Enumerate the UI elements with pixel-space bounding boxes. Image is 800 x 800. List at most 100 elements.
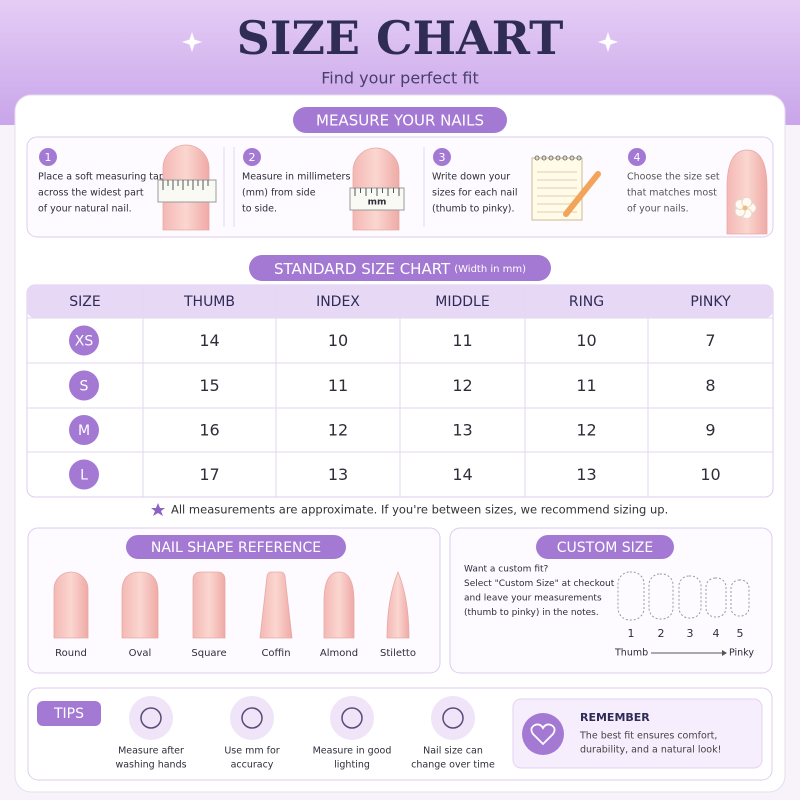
table-cell: 13 bbox=[576, 465, 596, 484]
tip-text: washing hands bbox=[115, 760, 186, 771]
shape-label: Coffin bbox=[261, 648, 290, 659]
remember-title: REMEMBER bbox=[580, 711, 650, 724]
nail-outline bbox=[648, 573, 674, 620]
custom-text: Want a custom fit? bbox=[464, 565, 549, 575]
tip-icon-inner bbox=[140, 707, 162, 729]
step-text: (mm) from side bbox=[242, 188, 316, 199]
tip-icon-inner bbox=[241, 707, 263, 729]
pencil bbox=[563, 171, 601, 217]
size-badge bbox=[69, 325, 99, 356]
tip-icon bbox=[431, 696, 475, 740]
step-number: 3 bbox=[439, 151, 446, 164]
step-text: across the widest part bbox=[38, 188, 144, 199]
sparkle bbox=[598, 32, 618, 52]
nail-shape bbox=[121, 571, 159, 639]
title: SIZE CHART bbox=[237, 11, 564, 65]
table-cell: 11 bbox=[452, 331, 472, 350]
subtitle: Find your perfect fit bbox=[321, 69, 479, 88]
from-label: Thumb bbox=[614, 648, 648, 659]
tip-icon bbox=[129, 696, 173, 740]
remember-box bbox=[512, 698, 763, 769]
table-cell: 14 bbox=[199, 331, 219, 350]
nail-shape bbox=[386, 570, 410, 639]
tip-text: accuracy bbox=[231, 760, 274, 771]
table-title-note: (Width in mm) bbox=[454, 264, 526, 275]
custom-text: Select "Custom Size" at checkout bbox=[464, 579, 615, 589]
note: All measurements are approximate. If you… bbox=[171, 503, 668, 517]
table-cell: 10 bbox=[328, 331, 348, 350]
note-star bbox=[151, 503, 165, 516]
measure-title-pill bbox=[293, 107, 507, 133]
table-cell: 17 bbox=[199, 465, 219, 484]
tape bbox=[157, 179, 217, 203]
table-header: MIDDLE bbox=[435, 294, 489, 310]
step-number: 1 bbox=[45, 151, 52, 164]
tips-pill bbox=[37, 701, 101, 726]
heart-badge bbox=[522, 713, 564, 755]
step-text: of your nails. bbox=[627, 204, 689, 215]
tip-icon bbox=[330, 696, 374, 740]
finger-number: 3 bbox=[687, 627, 694, 640]
table-cell: 11 bbox=[328, 376, 348, 395]
table-cell: 14 bbox=[452, 465, 472, 484]
custom-title: CUSTOM SIZE bbox=[557, 540, 653, 556]
table-cell: 11 bbox=[576, 376, 596, 395]
step-text: Choose the size set bbox=[627, 172, 720, 183]
size-label: L bbox=[80, 468, 88, 484]
step-text: (thumb to pinky). bbox=[432, 204, 515, 215]
shape-label: Square bbox=[191, 648, 226, 659]
table-cell: 16 bbox=[199, 421, 219, 440]
size-badge bbox=[69, 459, 99, 490]
measure-title: MEASURE YOUR NAILS bbox=[316, 112, 484, 130]
shape-label: Stiletto bbox=[380, 648, 416, 659]
finger-number: 1 bbox=[628, 627, 635, 640]
flower-center bbox=[742, 205, 748, 211]
table-cell: 12 bbox=[576, 421, 596, 440]
notepad-ring bbox=[562, 155, 568, 161]
nail-shape bbox=[53, 571, 89, 639]
step-text: Place a soft measuring tape bbox=[38, 172, 171, 183]
table-cell: 8 bbox=[705, 376, 715, 395]
notepad-ring bbox=[534, 155, 540, 161]
shapes-title: NAIL SHAPE REFERENCE bbox=[151, 540, 321, 556]
nail-illustration bbox=[726, 149, 768, 235]
table-cell: 13 bbox=[328, 465, 348, 484]
tip-text: Nail size can bbox=[423, 746, 483, 757]
nail-outline bbox=[678, 575, 702, 619]
table-cell: 10 bbox=[700, 465, 720, 484]
step-badge bbox=[243, 148, 261, 166]
table-cell: 12 bbox=[452, 376, 472, 395]
size-badge bbox=[69, 415, 99, 445]
nail-outline bbox=[617, 571, 645, 621]
finger-number: 4 bbox=[713, 627, 720, 640]
tip-icon-inner bbox=[442, 707, 464, 729]
tape-label: mm bbox=[368, 198, 387, 208]
tips-title: TIPS bbox=[53, 706, 84, 722]
tip-text: Measure in good bbox=[313, 746, 392, 757]
notepad-ring bbox=[555, 155, 561, 161]
step-text: to side. bbox=[242, 204, 277, 215]
table-cell: 7 bbox=[705, 331, 715, 350]
nail-outline bbox=[730, 579, 750, 617]
flower-petal bbox=[741, 196, 753, 208]
notepad-ring bbox=[548, 155, 554, 161]
table-header: RING bbox=[569, 294, 604, 310]
tip-icon-inner bbox=[341, 707, 363, 729]
to-label: Pinky bbox=[729, 648, 754, 659]
nail-shape bbox=[259, 571, 293, 639]
notepad-ring bbox=[576, 155, 582, 161]
notepad-ring bbox=[541, 155, 547, 161]
size-label: XS bbox=[75, 334, 94, 350]
step-text: Measure in millimeters bbox=[242, 172, 350, 183]
sparkle bbox=[182, 32, 202, 52]
notepad-ring bbox=[569, 155, 575, 161]
custom-box bbox=[449, 527, 773, 674]
size-label: M bbox=[78, 423, 90, 439]
nail-outline bbox=[705, 577, 727, 618]
table-header: THUMB bbox=[183, 294, 235, 310]
custom-text: and leave your measurements bbox=[464, 594, 602, 604]
heart bbox=[530, 723, 556, 746]
remember-text: The best fit ensures comfort, bbox=[579, 731, 717, 742]
tip-text: change over time bbox=[411, 760, 495, 771]
